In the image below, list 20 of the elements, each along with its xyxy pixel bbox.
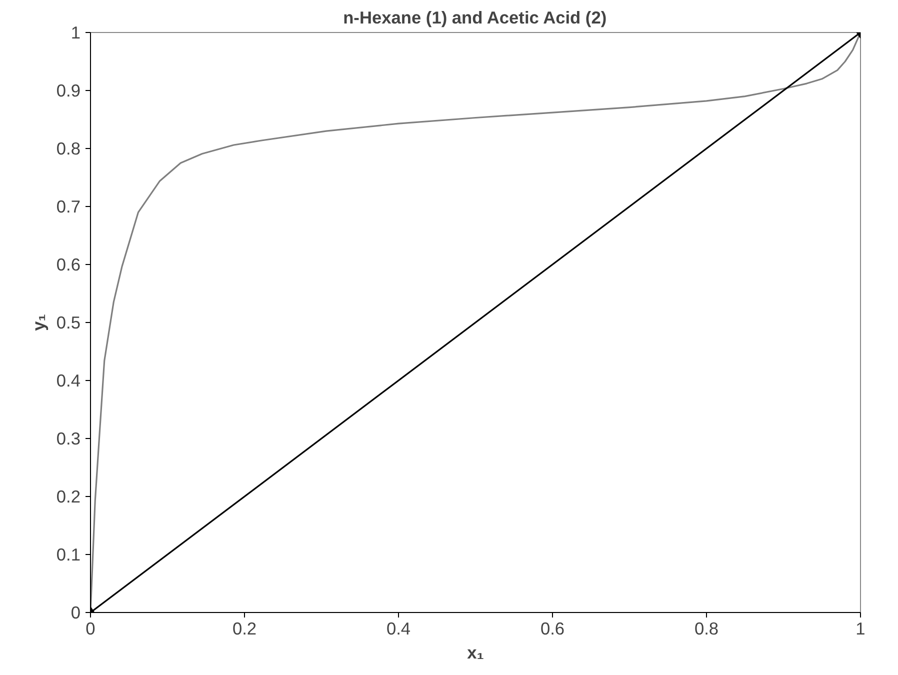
y-tick-label: 1 [70, 22, 81, 42]
x-axis-title: x₁ [467, 642, 484, 662]
x-tick-label: 1 [856, 618, 866, 638]
y-tick-label: 0 [70, 602, 81, 622]
y-tick-label: 0.7 [56, 196, 81, 216]
y-tick-label: 0.9 [56, 80, 81, 100]
y-tick-label: 0.1 [56, 544, 81, 564]
y-tick-label: 0.6 [56, 254, 81, 274]
chart-title: n-Hexane (1) and Acetic Acid (2) [343, 8, 607, 28]
y-tick-label: 0.5 [56, 312, 81, 332]
x-tick-label: 0.6 [540, 618, 565, 638]
y-tick-label: 0.4 [56, 370, 81, 390]
x-tick-label: 0.4 [386, 618, 411, 638]
x-tick-label: 0.2 [232, 618, 257, 638]
y-tick-label: 0.3 [56, 428, 81, 448]
x-tick-label: 0.8 [694, 618, 719, 638]
x-tick-label: 0 [86, 618, 96, 638]
y-axis-title: y₁ [28, 314, 48, 331]
y-tick-label: 0.2 [56, 486, 81, 506]
y-tick-label: 0.8 [56, 138, 81, 158]
